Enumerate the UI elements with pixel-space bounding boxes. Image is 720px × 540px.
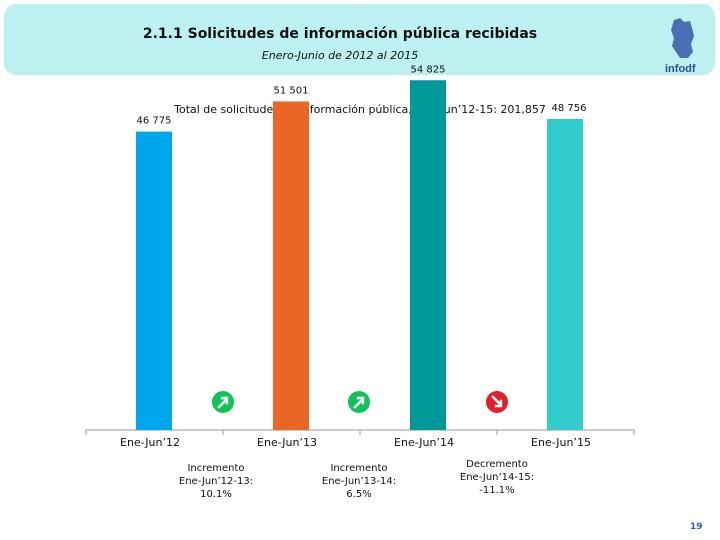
data-label-4: 48 756: [552, 103, 587, 114]
page-title: 2.1.1 Solicitudes de información pública…: [142, 26, 538, 42]
change-note-2-period: Ene-Jun’13-14:: [321, 476, 397, 487]
change-arrow-1: [217, 396, 229, 409]
infodf-logo: infodf: [665, 18, 696, 75]
page-number: 19: [690, 522, 703, 532]
change-note-1: Incremento Ene-Jun’12-13: 10.1%: [156, 462, 276, 501]
change-arrow-2: [353, 396, 365, 409]
data-label-3: 54 825: [411, 64, 446, 75]
change-arrow-3: [491, 395, 503, 408]
change-note-2-value: 6.5%: [346, 489, 372, 500]
change-note-3-value: -11.1%: [479, 485, 515, 496]
change-note-1-period: Ene-Jun’12-13:: [178, 476, 254, 487]
change-note-3-period: Ene-Jun’14-15:: [459, 472, 535, 483]
x-tick-label-1: Ene-Jun’12: [120, 436, 180, 449]
data-label-1: 46 775: [137, 116, 172, 127]
change-note-3-label: Decremento: [466, 459, 528, 470]
bar-3: [410, 80, 446, 431]
change-note-2: Incremento Ene-Jun’13-14: 6.5%: [299, 462, 419, 501]
logo-text: infodf: [665, 63, 696, 75]
x-tick-label-4: Ene-Jun’15: [531, 436, 591, 449]
change-note-1-value: 10.1%: [200, 489, 232, 500]
change-note-3: Decremento Ene-Jun’14-15: -11.1%: [437, 458, 557, 497]
bar-1: [136, 131, 172, 430]
change-note-2-label: Incremento: [330, 463, 388, 474]
change-note-1-label: Incremento: [187, 463, 245, 474]
bar-4: [547, 118, 583, 431]
header-banner: 2.1.1 Solicitudes de información pública…: [4, 4, 715, 75]
chart-title: Total de solicitudes de información públ…: [174, 103, 546, 116]
page-subtitle: Enero-Junio de 2012 al 2015: [261, 49, 419, 62]
bar-2: [273, 101, 309, 430]
data-label-2: 51 501: [274, 85, 309, 96]
x-tick-label-3: Ene-Jun’14: [394, 436, 454, 449]
x-tick-label-2: Ene-Jun’13: [257, 436, 317, 449]
